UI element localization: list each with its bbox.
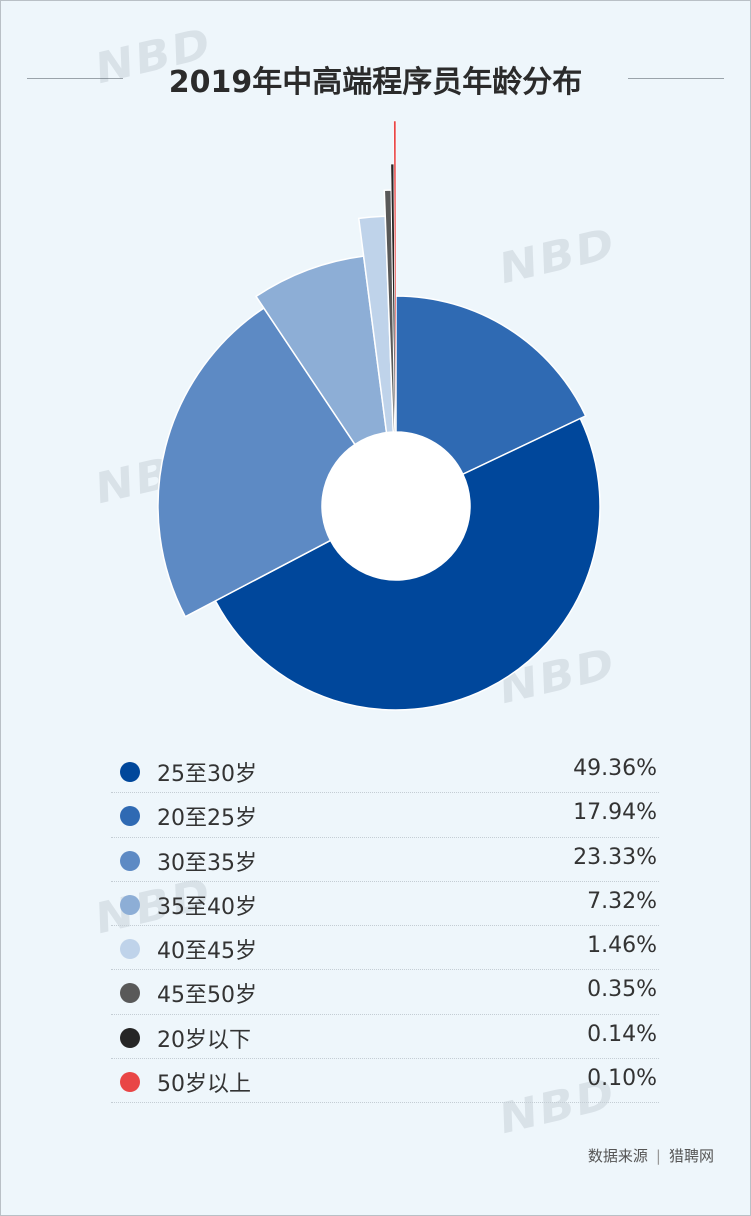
chart-title: 2019年中高端程序员年龄分布	[168, 65, 583, 100]
legend-swatch	[120, 983, 140, 1004]
legend-value: 0.35%	[587, 977, 657, 1003]
legend-value: 49.36%	[573, 756, 657, 781]
legend-label: 20至25岁	[157, 806, 257, 832]
legend-value: 23.33%	[573, 844, 657, 870]
legend-label: 45至50岁	[157, 983, 257, 1009]
source-value: 猎聘网	[668, 1147, 714, 1165]
title-divider-right	[628, 78, 724, 79]
legend-item: 20至25岁 17.94%	[111, 793, 659, 838]
legend-item: 40至45岁 1.46%	[111, 926, 659, 971]
legend-swatch	[120, 806, 140, 827]
legend-swatch	[120, 894, 140, 915]
legend-item: 45至50岁 0.35%	[111, 970, 659, 1015]
legend-value: 0.14%	[587, 1021, 657, 1047]
title-divider-left	[27, 78, 123, 79]
legend-label: 25至30岁	[157, 762, 257, 787]
legend-label: 35至40岁	[157, 894, 257, 920]
title-row: 2019年中高端程序员年龄分布	[1, 53, 750, 107]
legend-item: 25至30岁 49.36%	[111, 749, 659, 794]
legend-swatch	[120, 1027, 140, 1048]
data-source: 数据来源 | 猎聘网	[588, 1145, 714, 1166]
legend-label: 40至45岁	[157, 939, 257, 965]
legend-value: 7.32%	[587, 888, 657, 914]
legend-label: 30至35岁	[157, 850, 257, 876]
legend-swatch	[120, 939, 140, 960]
legend-item: 50岁以上 0.10%	[111, 1059, 659, 1104]
legend-value: 17.94%	[573, 800, 657, 826]
legend-swatch	[120, 1072, 140, 1093]
legend-swatch	[120, 762, 140, 782]
legend-item: 20岁以下 0.14%	[111, 1015, 659, 1060]
chart-legend: 25至30岁 49.36% 20至25岁 17.94% 30至35岁 23.33% 35至4…	[111, 749, 659, 1104]
source-label: 数据来源	[587, 1147, 648, 1165]
legend-label: 20岁以下	[157, 1027, 251, 1053]
legend-item: 30至35岁 23.33%	[111, 838, 659, 882]
source-separator: |	[655, 1147, 661, 1165]
legend-label: 50岁以上	[157, 1072, 251, 1098]
legend-swatch	[120, 850, 140, 871]
legend-value: 1.46%	[587, 933, 657, 959]
donut-hole	[322, 432, 470, 580]
legend-value: 0.10%	[587, 1066, 657, 1092]
legend-item: 35至40岁 7.32%	[111, 882, 659, 927]
rose-donut-chart	[157, 120, 601, 711]
